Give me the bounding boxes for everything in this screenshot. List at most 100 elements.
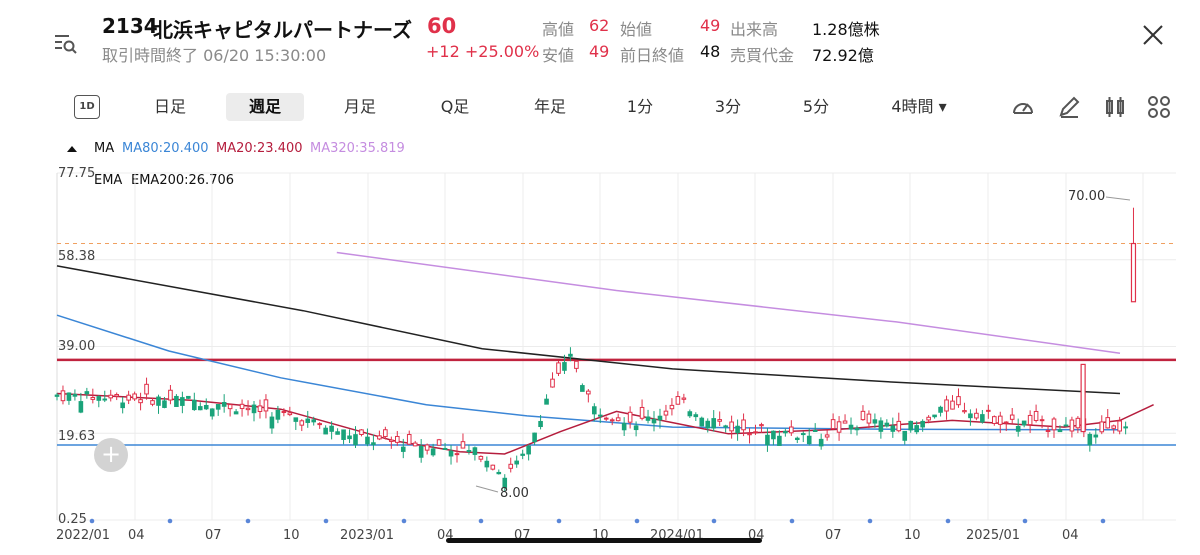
tab-monthly[interactable]: 月足: [343, 97, 376, 116]
turnover-label: 売買代金: [730, 46, 795, 65]
menu-search-icon[interactable]: [52, 30, 78, 56]
prev-close-value: 48: [700, 42, 721, 61]
candle-body: [156, 396, 161, 406]
x-tick-label: 04: [1062, 528, 1079, 543]
candle-body: [192, 399, 197, 411]
tab-daily[interactable]: 日足: [153, 97, 186, 116]
candle-body: [168, 389, 173, 401]
candle-body: [997, 415, 1003, 425]
candle-body: [741, 419, 746, 431]
candle-body: [96, 396, 102, 401]
candle-body: [496, 471, 502, 475]
candle-body: [699, 417, 705, 427]
daily-1d-button[interactable]: 1D: [74, 95, 100, 119]
tab-5min[interactable]: 5分: [802, 97, 830, 116]
event-marker-dot: [711, 518, 717, 524]
candle-body: [848, 424, 854, 430]
candle-body: [287, 412, 293, 416]
candle-body: [72, 393, 78, 397]
add-indicator-button[interactable]: +: [94, 438, 128, 472]
event-marker-dot: [167, 518, 173, 524]
candle-body: [675, 396, 681, 405]
candle-body: [902, 430, 908, 441]
candle-body: [263, 399, 269, 412]
candle-body: [639, 406, 645, 419]
candle-body: [1075, 417, 1081, 429]
candle-body: [687, 411, 693, 417]
ma-label: MA: [94, 141, 115, 156]
candle-body: [359, 429, 364, 435]
candle-body: [669, 404, 675, 410]
candle-body: [872, 419, 878, 424]
candle-body: [854, 427, 860, 431]
close-icon[interactable]: [1140, 22, 1166, 48]
grid-menu-icon[interactable]: [1146, 94, 1172, 120]
trading-status: 取引時間終了 06/20 15:30:00: [102, 46, 327, 65]
candle-body: [974, 412, 979, 419]
candle-body: [705, 420, 711, 429]
candle-body: [472, 447, 478, 455]
tab-yearly[interactable]: 年足: [533, 97, 566, 116]
prev-close-label: 前日終値: [620, 46, 685, 65]
candle-body: [938, 406, 943, 413]
event-marker-dot: [945, 518, 951, 524]
x-tick-label: 2022/01: [56, 528, 111, 543]
tab-weekly[interactable]: 週足: [226, 93, 304, 121]
candle-body: [353, 434, 358, 446]
candle-body: [1021, 420, 1027, 426]
event-marker-dot: [556, 518, 562, 524]
candle-body: [66, 392, 72, 401]
candle-body: [794, 437, 800, 441]
collapse-triangle-icon[interactable]: [66, 143, 78, 155]
candle-type-icon[interactable]: [1102, 94, 1128, 120]
candle-body: [293, 417, 299, 422]
candle-body: [753, 431, 758, 434]
event-marker-dot: [634, 518, 640, 524]
open-label: 始値: [620, 20, 653, 39]
candle-body: [932, 414, 937, 418]
pen-icon[interactable]: [1056, 94, 1082, 120]
candle-body: [1123, 426, 1128, 429]
x-tick-label: 2025/01: [966, 528, 1021, 543]
volume-value: 1.28億株: [812, 20, 880, 39]
candle-body: [1009, 414, 1015, 420]
candle-body: [460, 441, 466, 449]
chart-scrollbar[interactable]: [446, 538, 762, 543]
candle-body: [436, 439, 442, 446]
candle-body: [1093, 434, 1099, 438]
candle-body: [281, 411, 287, 414]
low-value: 49: [589, 42, 610, 61]
candle-body: [430, 448, 436, 456]
tab-3min[interactable]: 3分: [714, 97, 742, 116]
candle-body: [269, 416, 275, 429]
candle-body: [239, 403, 245, 410]
candle-body: [245, 407, 251, 411]
tab-1min[interactable]: 1分: [626, 97, 654, 116]
candle-body: [389, 439, 394, 442]
candle-body: [174, 395, 179, 407]
candle-body: [400, 446, 406, 452]
tab-quarterly[interactable]: Q足: [440, 97, 470, 116]
candle-body: [818, 438, 824, 447]
candle-body: [651, 418, 657, 424]
candle-body: [789, 426, 794, 434]
candle-body: [60, 390, 66, 402]
candle-body: [1003, 421, 1009, 424]
candle-body: [221, 401, 227, 407]
candle-body: [305, 418, 311, 423]
event-marker-dot: [245, 518, 251, 524]
candle-body: [526, 445, 531, 455]
price-change: +12 +25.00%: [426, 42, 540, 61]
gauge-icon[interactable]: [1010, 94, 1036, 120]
candle-body: [180, 397, 185, 406]
candle-body: [1117, 420, 1122, 432]
high-value: 62: [589, 16, 610, 35]
candle-body: [621, 422, 627, 431]
candle-body: [406, 434, 412, 445]
ma320-legend: MA320:35.819: [310, 141, 405, 156]
candle-body: [162, 400, 167, 408]
tab-4hour[interactable]: 4時間 ▾: [891, 97, 947, 116]
candle-body: [394, 435, 400, 443]
candle-body: [824, 434, 830, 438]
